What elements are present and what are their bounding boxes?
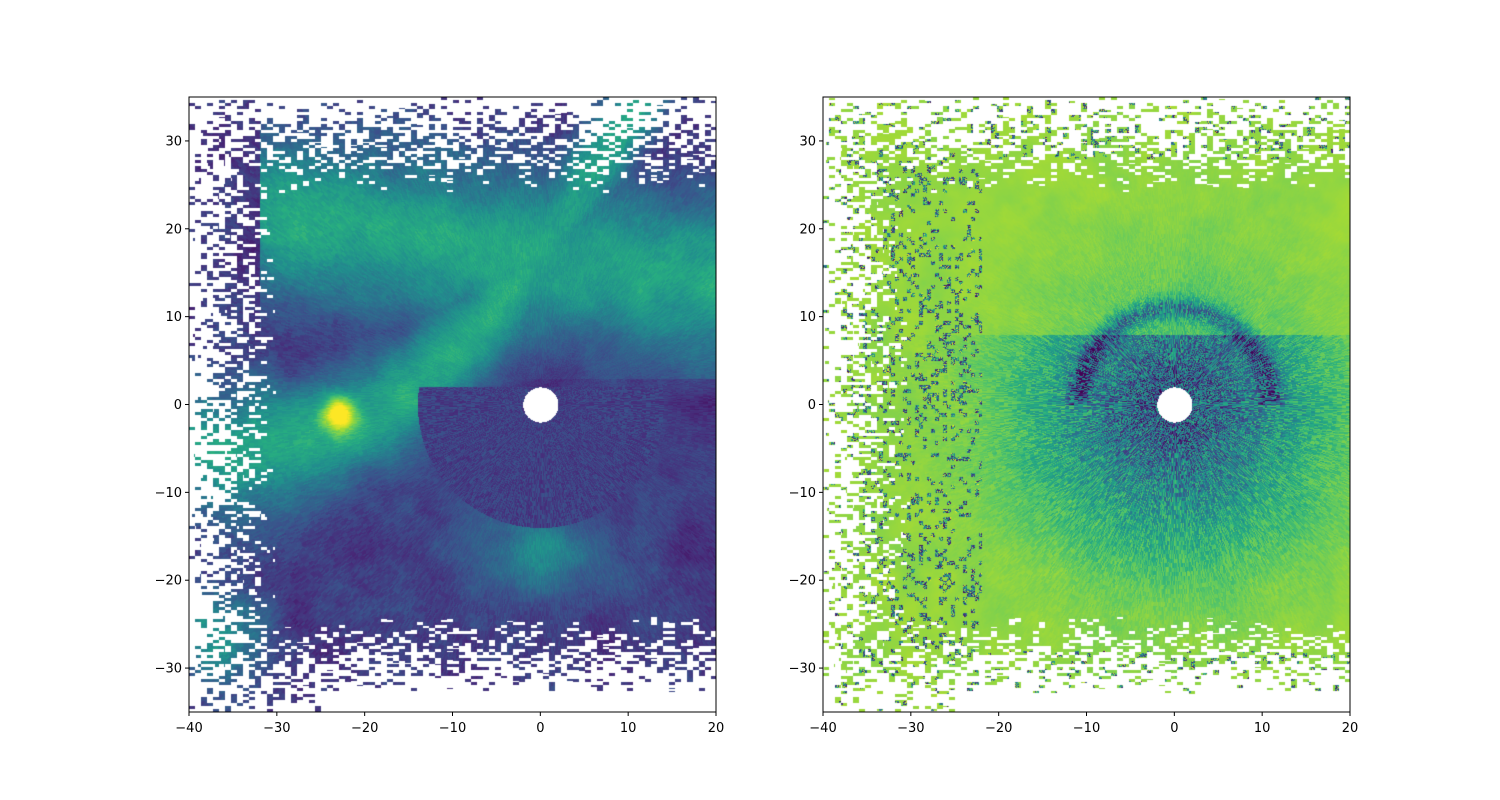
x-tick-label: 0 bbox=[1170, 721, 1178, 736]
axes-frame bbox=[188, 96, 717, 713]
x-tick-label: −10 bbox=[1073, 721, 1100, 736]
x-tick-label: 20 bbox=[708, 721, 725, 736]
y-tick-label: −30 bbox=[155, 662, 182, 677]
y-tick-label: −20 bbox=[789, 574, 816, 589]
y-tick-label: −30 bbox=[789, 662, 816, 677]
right-radar-field bbox=[823, 97, 1350, 712]
x-tick-label: −40 bbox=[175, 721, 202, 736]
x-tick-label: 10 bbox=[1254, 721, 1271, 736]
x-tick-label: 10 bbox=[620, 721, 637, 736]
x-tick-label: 0 bbox=[536, 721, 544, 736]
x-tick-label: −30 bbox=[897, 721, 924, 736]
y-tick-label: 20 bbox=[165, 222, 182, 237]
y-tick-label: 10 bbox=[165, 310, 182, 325]
y-tick-label: −10 bbox=[155, 486, 182, 501]
left-radar-field bbox=[189, 97, 716, 712]
y-tick-label: 0 bbox=[808, 398, 816, 413]
y-tick-label: −20 bbox=[155, 574, 182, 589]
x-tick-label: −20 bbox=[985, 721, 1012, 736]
x-tick-label: −10 bbox=[439, 721, 466, 736]
y-tick-label: 0 bbox=[174, 398, 182, 413]
y-tick-label: 20 bbox=[799, 222, 816, 237]
y-tick-label: 10 bbox=[799, 310, 816, 325]
x-tick-label: −40 bbox=[809, 721, 836, 736]
y-tick-label: 30 bbox=[799, 134, 816, 149]
left-panel-axes: −40 −30 −20 −10 0 10 20 −30 −20 −10 0 10 20 30 bbox=[155, 96, 725, 736]
y-tick-label: 30 bbox=[165, 134, 182, 149]
x-tick-label: −30 bbox=[263, 721, 290, 736]
axes-frame bbox=[822, 96, 1351, 713]
y-tick-label: −10 bbox=[789, 486, 816, 501]
x-tick-label: −20 bbox=[351, 721, 378, 736]
right-panel-axes: −40 −30 −20 −10 0 10 20 −30 −20 −10 0 10 20 30 bbox=[789, 96, 1359, 736]
x-tick-label: 20 bbox=[1342, 721, 1359, 736]
